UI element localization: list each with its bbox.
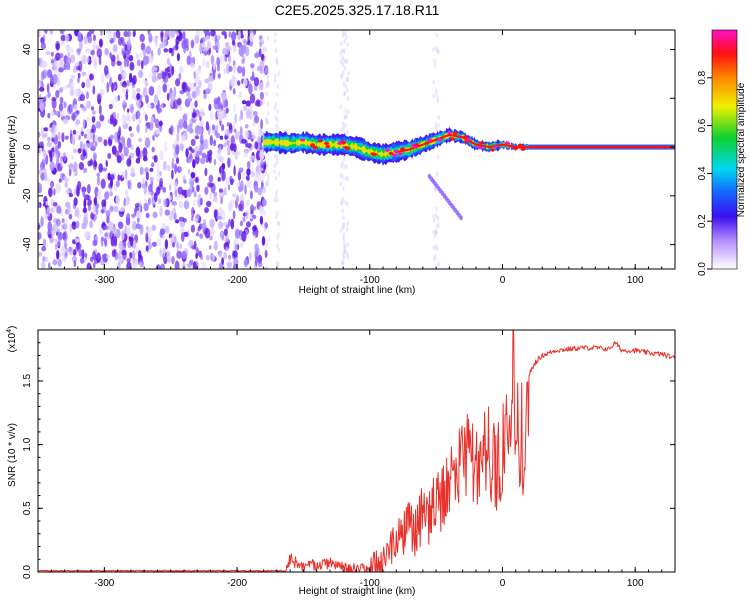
snr-xtick-label-3: 0 [500,578,506,589]
snr-axes: -300 -200 -100 0 100 0.0 0.5 1.0 1.5 [22,330,676,589]
snr-panel: -300 -200 -100 0 100 0.0 0.5 1.0 1.5 Height of s… [6,326,676,597]
colorbar-tick-label-3: 0.6 [697,118,708,132]
snr-xtick-label-4: 100 [627,578,644,589]
spec-xtick-label-2: -100 [360,275,380,286]
snr-ylabel: SNR (10 * v/v) [7,423,18,487]
colorbar-tick-label-2: 0.4 [697,166,708,180]
signal-band-core [396,133,675,153]
spec-ytick-label-4: 40 [22,44,33,56]
svg-text:(x104): (x104) [6,326,18,353]
colorbar-gradient [711,29,738,270]
spec-ytick-label-3: 20 [22,92,33,104]
spec-xtick-label-3: 0 [500,275,506,286]
spectrogram-xlabel: Height of straight line (km) [299,285,416,296]
snr-scale-base: (x10 [7,332,18,352]
spectrogram-noise [38,30,463,269]
colorbar-ticks: 0.0 0.2 0.4 0.6 0.8 [697,70,712,276]
snr-xtick-label-0: -300 [94,578,114,589]
signal-band-layer-3 [263,131,675,160]
spectrogram-signal-band [263,126,675,166]
snr-scale-label: (x104) [6,326,18,353]
spec-ytick-label-1: -20 [22,188,33,203]
colorbar-tick-label-4: 0.8 [697,70,708,84]
spec-xtick-label-0: -300 [94,275,114,286]
snr-ytick-label-1: 0.5 [22,501,33,515]
snr-ytick-label-0: 0.0 [22,565,33,579]
colorbar: 0.0 0.2 0.4 0.6 0.8 Normalized spectral ampl… [697,29,747,276]
snr-ytick-label-3: 1.5 [22,374,33,388]
snr-series-line [38,330,675,572]
spec-ytick-label-2: 0 [22,144,33,150]
colorbar-tick-label-0: 0.0 [697,262,708,276]
spec-ytick-label-0: -40 [22,237,33,252]
spectrogram-ylabel: Frequency (Hz) [7,116,18,185]
colorbar-label: Normalized spectral amplitude [736,82,747,217]
snr-frame [37,329,676,573]
figure-title: C2E5.2025.325.17.18.R11 [275,2,440,18]
spec-xtick-label-1: -200 [227,275,247,286]
signal-band-layer-4 [263,132,675,158]
colorbar-tick-label-1: 0.2 [697,214,708,228]
snr-scale-exponent: 4 [6,329,13,333]
snr-xtick-label-2: -100 [360,578,380,589]
snr-xlabel: Height of straight line (km) [299,586,416,597]
snr-xtick-label-1: -200 [227,578,247,589]
snr-ytick-label-2: 1.0 [22,437,33,451]
spec-xtick-label-4: 100 [627,275,644,286]
